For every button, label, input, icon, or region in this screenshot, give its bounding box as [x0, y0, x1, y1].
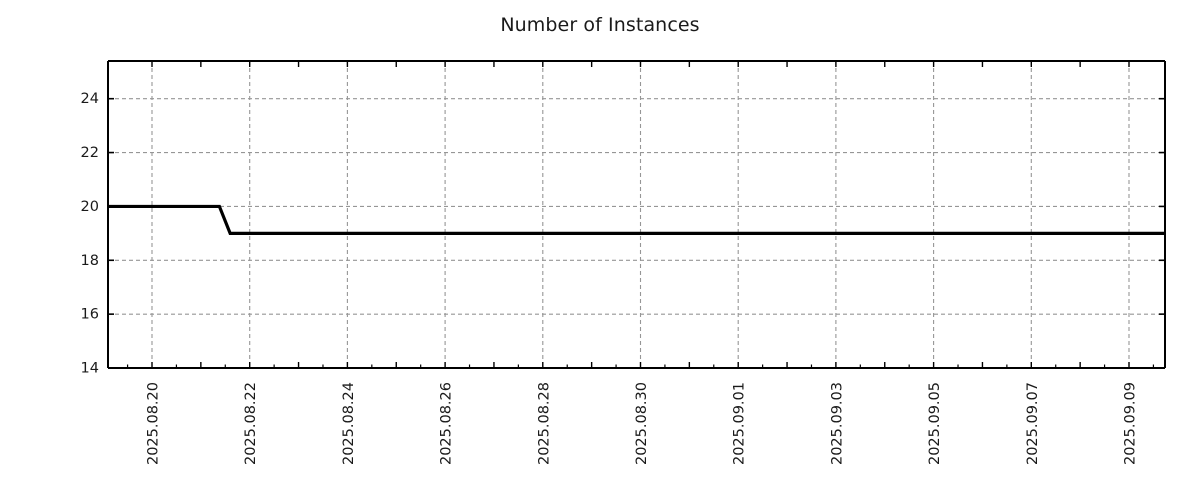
x-tick-label: 2025.09.09 [1123, 382, 1139, 465]
x-tick-label: 2025.08.22 [243, 382, 259, 465]
x-axis-tick-labels: 2025.08.20 2025.08.22 2025.08.24 2025.08.26… [146, 382, 1139, 465]
chart-title: Number of Instances [500, 14, 700, 36]
x-tick-label: 2025.09.07 [1025, 382, 1041, 465]
y-tick-label: 24 [81, 91, 99, 107]
plot-background [108, 61, 1165, 368]
y-tick-label: 20 [81, 199, 99, 215]
y-axis-tick-labels: 14 16 18 20 22 24 [81, 91, 99, 376]
axes-spines [107, 60, 1166, 369]
x-tick-label: 2025.09.05 [927, 382, 943, 465]
y-tick-label: 18 [81, 253, 99, 269]
x-tick-label: 2025.09.01 [732, 382, 748, 465]
x-tick-label: 2025.08.20 [146, 382, 162, 465]
data-series-line [108, 204, 1165, 235]
y-tick-label: 14 [81, 361, 99, 377]
x-tick-label: 2025.08.30 [634, 382, 650, 465]
y-tick-label: 16 [81, 307, 99, 323]
x-tick-label: 2025.08.24 [341, 382, 357, 465]
x-tick-label: 2025.09.03 [829, 382, 845, 465]
x-tick-label: 2025.08.28 [536, 382, 552, 465]
vertical-gridlines [151, 61, 1130, 368]
x-tick-label: 2025.08.26 [439, 382, 455, 465]
y-tick-label: 22 [81, 145, 99, 161]
